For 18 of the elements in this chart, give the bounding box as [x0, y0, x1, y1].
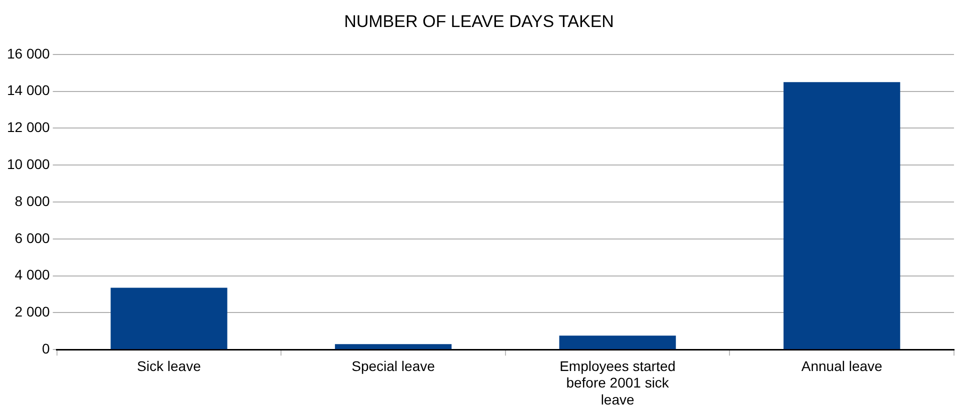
- x-tick-label: Special leave: [352, 358, 436, 374]
- y-tick-label: 2 000: [14, 304, 50, 320]
- y-tick-label: 14 000: [6, 82, 50, 98]
- bar: [334, 344, 452, 350]
- bar: [110, 288, 228, 350]
- y-tick-label: 4 000: [14, 266, 50, 283]
- x-tick-label: Employees started before 2001 sick leave: [560, 358, 676, 408]
- y-tick-label: 10 000: [6, 156, 50, 172]
- bar: [559, 336, 676, 350]
- x-tick-label: Annual leave: [801, 358, 883, 374]
- y-tick-label: 6 000: [14, 230, 50, 246]
- y-tick-label: 0: [42, 340, 50, 356]
- y-tick-label: 16 000: [6, 45, 50, 62]
- y-tick-label: 8 000: [14, 192, 50, 209]
- y-tick-label: 12 000: [6, 119, 50, 136]
- chart-title: NUMBER OF LEAVE DAYS TAKEN: [344, 12, 614, 31]
- x-tick-label: Sick leave: [137, 358, 202, 374]
- bar: [784, 82, 900, 350]
